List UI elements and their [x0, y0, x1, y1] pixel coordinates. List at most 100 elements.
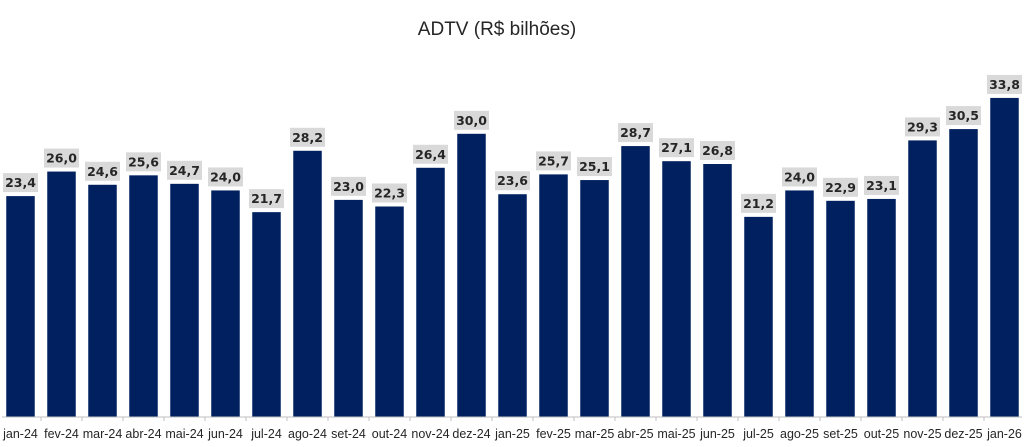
bar-ago-24	[293, 150, 322, 418]
data-label-background	[495, 171, 530, 191]
x-tick-label: jul-24	[250, 427, 282, 441]
data-label-background	[782, 167, 817, 187]
bar-ago-25	[785, 190, 814, 417]
data-label: 24,6	[87, 164, 118, 179]
bar-jan-24	[6, 196, 35, 417]
x-tick-label: fev-25	[536, 427, 571, 441]
data-label-background	[946, 106, 981, 126]
data-label-background	[618, 123, 653, 143]
data-labels-group: 23,4 26,0 24,6 25,6 24,7 24,0 21,7 28,2 23,0 22,3…	[3, 74, 1022, 213]
bar-jan-25	[498, 194, 527, 417]
x-tick-label: set-25	[823, 427, 858, 441]
bar-nov-25	[908, 140, 937, 417]
data-label-background	[290, 127, 325, 147]
x-tick-label: dez-25	[944, 427, 982, 441]
bar-abr-24	[129, 175, 158, 417]
x-tick-label: out-25	[864, 427, 899, 441]
data-label: 23,6	[497, 173, 528, 188]
bar-dez-24	[457, 133, 486, 418]
data-label-background	[249, 189, 284, 209]
data-label-background	[700, 141, 735, 161]
data-label: 25,1	[579, 159, 610, 174]
data-label-background	[577, 157, 612, 177]
bar-fev-25	[539, 174, 568, 417]
data-label-background	[905, 117, 940, 137]
data-label-background	[823, 177, 858, 197]
x-tick-labels-group: jan-24 fev-24 mar-24 abr-24 mai-24 jun-24 jul-…	[2, 417, 1022, 441]
data-label: 21,7	[251, 191, 282, 206]
x-tick-label: dez-24	[452, 427, 490, 441]
data-label-background	[659, 138, 694, 158]
x-tick-label: ago-25	[780, 427, 819, 441]
data-label-background	[85, 161, 120, 181]
data-label-background	[454, 110, 489, 130]
x-tick-label: abr-25	[617, 427, 653, 441]
data-label-background	[208, 167, 243, 187]
data-label: 23,4	[5, 175, 36, 190]
x-tick-label: fev-24	[44, 427, 79, 441]
bar-nov-24	[416, 167, 445, 417]
x-tick-label: jan-24	[2, 427, 38, 441]
bar-mar-24	[88, 184, 117, 417]
bar-mai-24	[170, 183, 199, 417]
x-tick-label: nov-25	[903, 427, 941, 441]
x-tick-label: jun-24	[207, 427, 243, 441]
data-label-background	[864, 175, 899, 195]
data-label: 26,4	[415, 147, 446, 162]
bar-jun-25	[703, 164, 732, 417]
data-label: 30,0	[456, 113, 487, 128]
data-label: 30,5	[948, 108, 979, 123]
data-label-background	[167, 160, 202, 180]
data-label: 22,3	[374, 185, 405, 200]
data-label-background	[3, 173, 38, 193]
bar-jul-25	[744, 216, 773, 417]
data-label: 24,7	[169, 163, 200, 178]
data-label: 25,7	[538, 153, 569, 168]
bar-abr-25	[621, 146, 650, 417]
data-label-background	[741, 193, 776, 213]
x-tick-label: out-24	[372, 427, 407, 441]
bar-mar-25	[580, 180, 609, 417]
data-label: 26,8	[702, 143, 733, 158]
data-label-background	[413, 144, 448, 164]
x-tick-label: abr-24	[125, 427, 161, 441]
bar-jan-26	[990, 97, 1019, 418]
bars-group	[6, 97, 1019, 418]
bar-dez-25	[949, 129, 978, 417]
x-tick-label: mai-25	[657, 427, 695, 441]
data-label: 25,6	[128, 154, 159, 169]
x-tick-label: jan-26	[986, 427, 1022, 441]
data-label: 22,9	[825, 180, 856, 195]
x-tick-label: mai-24	[165, 427, 203, 441]
x-tick-label: nov-24	[411, 427, 449, 441]
data-label: 33,8	[989, 77, 1020, 92]
bar-fev-24	[47, 171, 76, 417]
data-label: 28,2	[292, 130, 323, 145]
x-tick-label: jan-25	[494, 427, 530, 441]
x-tick-label: mar-24	[83, 427, 123, 441]
data-label-background	[331, 176, 366, 196]
x-tick-label: jul-25	[742, 427, 774, 441]
data-label: 28,7	[620, 125, 651, 140]
data-label-background	[372, 183, 407, 203]
bar-out-24	[375, 206, 404, 417]
x-tick-label: set-24	[331, 427, 366, 441]
data-label-background	[44, 148, 79, 168]
data-label: 24,0	[210, 169, 241, 184]
data-label: 27,1	[661, 140, 692, 155]
bar-out-25	[867, 198, 896, 417]
data-label-background	[987, 74, 1022, 94]
data-label: 23,1	[866, 178, 897, 193]
data-label: 23,0	[333, 179, 364, 194]
data-label: 29,3	[907, 119, 938, 134]
data-label: 24,0	[784, 169, 815, 184]
data-label-background	[536, 151, 571, 171]
bar-jul-24	[252, 212, 281, 417]
bar-mai-25	[662, 161, 691, 417]
chart-title: ADTV (R$ bilhões)	[418, 19, 576, 40]
bar-jun-24	[211, 190, 240, 417]
bar-set-25	[826, 200, 855, 417]
x-tick-label: jun-25	[699, 427, 735, 441]
x-tick-label: mar-25	[575, 427, 615, 441]
bar-set-24	[334, 199, 363, 417]
